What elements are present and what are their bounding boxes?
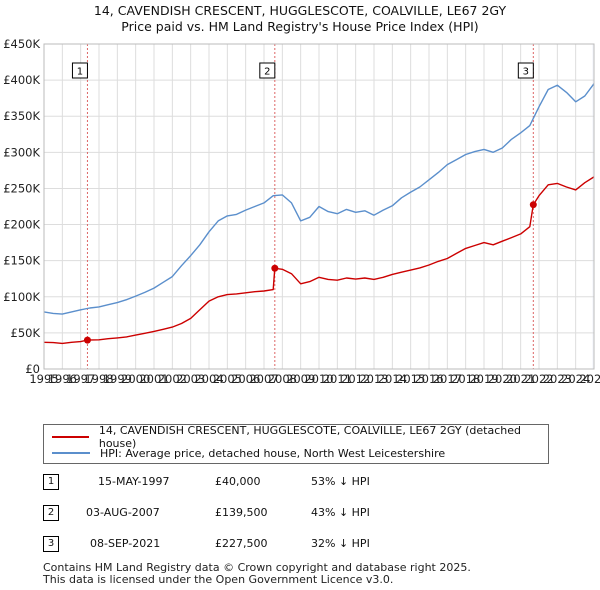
x-tick-label: 2002: [158, 372, 187, 386]
x-tick-label: 2023: [543, 372, 572, 386]
sale-marker-box: [259, 62, 276, 79]
property-price-line: [43, 176, 595, 345]
chart-title-address: 14, CAVENDISH CRESCENT, HUGGLESCOTE, COA…: [93, 3, 507, 18]
sale-marker: 1: [71, 62, 88, 79]
sale-marker-label: 1: [77, 67, 83, 78]
sale-marker-box: [71, 62, 88, 79]
x-tick-label: 2001: [139, 372, 168, 386]
projection-shade: [592, 44, 594, 369]
plot-border: [43, 43, 595, 370]
y-tick-label: £150K: [3, 254, 40, 268]
transaction-date: 08-SEP-2021: [90, 537, 161, 550]
x-tick-label: 2021: [506, 372, 535, 386]
x-tick-label: 2019: [469, 372, 498, 386]
y-tick-label: £350K: [3, 109, 40, 123]
sale-point: [271, 264, 279, 272]
y-tick-label: £50K: [11, 326, 41, 340]
x-tick-label: 2010: [304, 372, 333, 386]
x-tick-label: 1996: [48, 372, 77, 386]
sale-points: [83, 201, 537, 344]
transaction-date: 03-AUG-2007: [86, 506, 160, 519]
x-tick-label: 2024: [561, 372, 590, 386]
transaction-hpi-diff: 43% ↓ HPI: [311, 506, 370, 519]
x-tick-label: 2006: [231, 372, 260, 386]
y-tick-label: £0: [25, 362, 40, 376]
x-tick-label: 2014: [378, 372, 407, 386]
x-tick-label: 2025: [579, 372, 600, 386]
sale-marker-box: [517, 62, 534, 79]
legend-item-hpi: HPI: Average price, detached house, Nort…: [52, 445, 445, 461]
axis-layer: £0 £50K £100K £150K £200K £250K £300K £350K £400…: [3, 37, 600, 386]
legend-swatch-hpi: [52, 452, 90, 454]
x-tick-label: 2020: [488, 372, 517, 386]
x-tick-label: 2011: [323, 372, 352, 386]
sale-marker: 2: [259, 62, 276, 79]
y-tick-label: £250K: [3, 181, 40, 195]
x-tick-label: 2017: [433, 372, 462, 386]
x-tick-label: 1995: [29, 372, 58, 386]
chart-subtitle: Price paid vs. HM Land Registry's House …: [121, 19, 479, 34]
y-tick-label: £450K: [3, 37, 40, 51]
x-tick-label: 1999: [103, 372, 132, 386]
transaction-marker: 3: [43, 536, 59, 552]
transaction-price: £40,000: [215, 475, 261, 488]
transaction-price: £227,500: [215, 537, 268, 550]
sale-point: [529, 201, 537, 209]
x-tick-label: 2009: [286, 372, 315, 386]
price-chart: £0 £50K £100K £150K £200K £250K £300K £350K £400…: [3, 37, 600, 386]
x-tick-label: 2022: [524, 372, 553, 386]
x-tick-label: 2018: [451, 372, 480, 386]
transaction-hpi-diff: 53% ↓ HPI: [311, 475, 370, 488]
sale-marker: 3: [517, 62, 534, 79]
x-tick-label: 2003: [176, 372, 205, 386]
x-tick-label: 2016: [414, 372, 443, 386]
legend-item-property: 14, CAVENDISH CRESCENT, HUGGLESCOTE, COA…: [52, 424, 548, 450]
footer-copyright: Contains HM Land Registry data © Crown c…: [43, 561, 471, 574]
x-tick-label: 2005: [213, 372, 242, 386]
legend-swatch-property: [52, 436, 89, 438]
legend: 14, CAVENDISH CRESCENT, HUGGLESCOTE, COA…: [43, 424, 549, 464]
sale-markers: 1 2 3: [71, 62, 534, 79]
sale-marker-label: 2: [264, 67, 270, 78]
x-tick-label: 1998: [84, 372, 113, 386]
x-tick-label: 2000: [121, 372, 150, 386]
transaction-marker: 1: [43, 474, 59, 490]
legend-label-hpi: HPI: Average price, detached house, Nort…: [100, 446, 446, 460]
x-tick-label: 2008: [268, 372, 297, 386]
series-layer: [43, 83, 595, 345]
transaction-price: £139,500: [215, 506, 268, 519]
y-tick-label: £400K: [3, 73, 40, 87]
shade-layer: [592, 44, 594, 369]
y-tick-label: £300K: [3, 145, 40, 159]
sale-marker-label: 3: [523, 67, 529, 78]
y-tick-label: £100K: [3, 290, 40, 304]
x-tick-label: 2012: [341, 372, 370, 386]
footer-licence: This data is licensed under the Open Gov…: [43, 573, 394, 586]
x-tick-label: 2007: [249, 372, 278, 386]
transaction-date: 15-MAY-1997: [98, 475, 170, 488]
hpi-line: [43, 83, 595, 315]
x-tick-label: 1997: [66, 372, 95, 386]
x-tick-label: 2015: [396, 372, 425, 386]
legend-label-property: 14, CAVENDISH CRESCENT, HUGGLESCOTE, COA…: [98, 424, 521, 450]
transaction-marker: 2: [43, 505, 59, 521]
sale-point: [83, 336, 91, 344]
x-tick-label: 2004: [194, 372, 223, 386]
y-tick-label: £200K: [3, 218, 40, 232]
transaction-hpi-diff: 32% ↓ HPI: [311, 537, 370, 550]
x-tick-label: 2013: [359, 372, 388, 386]
